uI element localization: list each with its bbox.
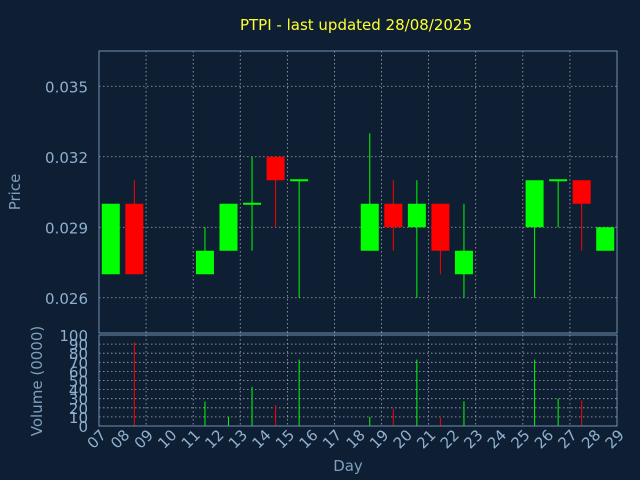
- volume-bar: [557, 398, 559, 426]
- volume-y-tick-label: 100: [59, 327, 88, 345]
- candle-body: [384, 203, 403, 228]
- x-tick-label: 17: [319, 426, 345, 452]
- price-y-tick-label: 0.035: [45, 78, 88, 96]
- candle: [266, 156, 285, 228]
- candle-body: [431, 203, 450, 251]
- x-tick-label: 08: [107, 426, 133, 452]
- volume-bar: [392, 408, 394, 426]
- x-tick-label: 28: [578, 426, 604, 452]
- candle: [195, 227, 214, 275]
- volume-bars: [133, 342, 583, 426]
- candle: [431, 203, 450, 275]
- volume-y-tick-label: 60: [69, 363, 88, 381]
- volume-y-tick-label: 70: [69, 354, 88, 372]
- candle: [360, 133, 379, 251]
- candle-body: [572, 180, 591, 204]
- x-tick-label: 14: [248, 426, 274, 452]
- volume-y-tick-label: 40: [69, 382, 88, 400]
- candle: [125, 180, 144, 275]
- volume-y-tick-label: 10: [69, 409, 88, 427]
- x-tick-label: 22: [437, 426, 463, 452]
- price-panel: 0.026 0.029 0.032 0.035 Price: [6, 50, 618, 334]
- volume-bar: [416, 359, 418, 426]
- volume-axis-label: Volume (0000): [28, 326, 46, 436]
- volume-y-tick-label: 50: [69, 373, 88, 391]
- price-y-tick-label: 0.026: [45, 290, 88, 308]
- x-tick-label: 19: [366, 426, 392, 452]
- volume-y-tick-label: 20: [69, 400, 88, 418]
- candle-body: [243, 202, 262, 205]
- volume-bar: [275, 405, 277, 426]
- x-tick-label: 15: [272, 426, 298, 452]
- volume-y-tick-label: 0: [78, 418, 88, 436]
- x-axis-label: Day: [333, 457, 363, 475]
- x-tick-label: 16: [296, 426, 322, 452]
- candle: [290, 179, 309, 298]
- price-y-tick-label: 0.029: [45, 219, 88, 237]
- candle: [101, 203, 120, 275]
- volume-bar: [581, 400, 583, 426]
- volume-grid: [98, 334, 618, 427]
- x-tick-label: 29: [602, 426, 628, 452]
- x-tick-label: 12: [201, 426, 227, 452]
- candle-body: [454, 250, 473, 275]
- candle-body: [290, 179, 309, 182]
- candle: [525, 180, 544, 298]
- volume-bar: [228, 416, 229, 426]
- volume-bar: [251, 386, 253, 426]
- x-tick-label: 27: [555, 426, 581, 452]
- volume-bar: [463, 401, 465, 426]
- chart-title: PTPI - last updated 28/08/2025: [240, 16, 472, 34]
- price-y-tick-label: 0.032: [45, 149, 88, 167]
- x-tick-label: 23: [460, 426, 486, 452]
- x-tick-label: 21: [413, 426, 439, 452]
- candle-body: [549, 179, 568, 182]
- volume-y-tick-label: 80: [69, 345, 88, 363]
- x-tick-label: 25: [507, 426, 533, 452]
- x-tick-label: 20: [390, 426, 416, 452]
- volume-bar: [204, 401, 206, 426]
- x-tick-label: 09: [131, 426, 157, 452]
- candle: [243, 156, 262, 251]
- candle-body: [525, 180, 544, 228]
- candle: [407, 180, 426, 298]
- candle-body: [101, 203, 120, 275]
- candle-body: [596, 227, 615, 251]
- volume-bar: [298, 359, 300, 426]
- candle-body: [266, 156, 285, 181]
- candle-body: [219, 203, 238, 251]
- candle-body: [125, 203, 144, 275]
- x-tick-label: 11: [178, 426, 204, 452]
- candle: [219, 203, 238, 251]
- price-axis-label: Price: [6, 174, 24, 211]
- x-tick-label: 10: [154, 426, 180, 452]
- candle: [572, 180, 591, 251]
- volume-y-tick-label: 90: [69, 336, 88, 354]
- x-tick-label: 24: [484, 426, 510, 452]
- x-tick-label: 13: [225, 426, 251, 452]
- volume-bar: [369, 416, 371, 426]
- price-frame: [98, 50, 618, 334]
- candle: [384, 180, 403, 251]
- volume-frame: [98, 334, 618, 427]
- candle: [549, 179, 568, 228]
- price-y-ticks: 0.026 0.029 0.032 0.035: [45, 78, 88, 308]
- volume-bar: [534, 359, 536, 426]
- volume-bar: [439, 417, 441, 426]
- candle-body: [407, 203, 426, 228]
- volume-bar: [133, 342, 135, 426]
- x-tick-label: 26: [531, 426, 557, 452]
- candle-body: [195, 250, 214, 275]
- x-axis-ticks: 0708091011121314151617181920212223242526…: [84, 426, 628, 452]
- candle: [596, 227, 615, 251]
- price-candles: [101, 133, 615, 298]
- candle-body: [360, 203, 379, 251]
- candle: [454, 203, 473, 298]
- volume-y-tick-label: 30: [69, 391, 88, 409]
- x-tick-label: 18: [343, 426, 369, 452]
